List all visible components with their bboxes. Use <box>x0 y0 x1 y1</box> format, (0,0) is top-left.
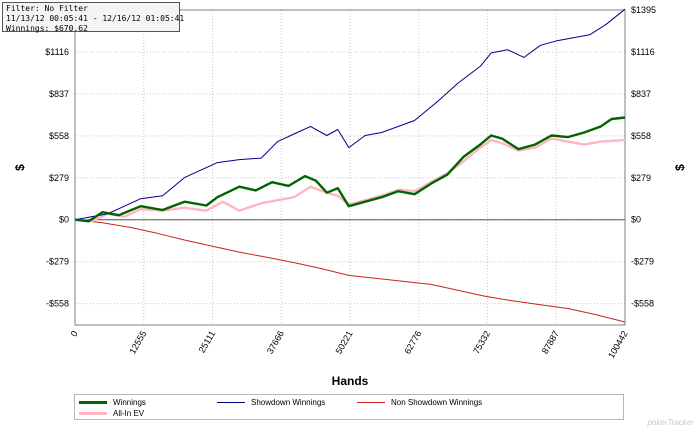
legend-item-showdown: Showdown Winnings <box>217 397 325 408</box>
legend-item-non-showdown: Non Showdown Winnings <box>357 397 482 408</box>
date-range-label: 11/13/12 00:05:41 - 12/16/12 01:05:41 <box>6 14 185 23</box>
x-tick-label: 75332 <box>471 329 492 356</box>
y-tick-label-right: -$279 <box>631 257 654 267</box>
legend-item-winnings: Winnings <box>79 397 146 408</box>
chart-legend: Winnings Showdown Winnings Non Showdown … <box>74 394 624 420</box>
legend-swatch-showdown <box>217 402 245 403</box>
legend-label-showdown: Showdown Winnings <box>251 398 326 407</box>
y-tick-label-right: $1395 <box>631 5 656 15</box>
legend-label-non-showdown: Non Showdown Winnings <box>391 398 483 407</box>
filter-label: Filter: No Filter <box>6 4 88 13</box>
x-tick-label: 100442 <box>606 329 630 360</box>
legend-label-allin-ev: All-In EV <box>113 409 145 418</box>
x-tick-label: 50221 <box>334 329 355 356</box>
filter-info-box: Filter: No Filter 11/13/12 00:05:41 - 12… <box>2 2 185 33</box>
watermark-logo: pokerTracker <box>647 418 694 427</box>
x-axis-title: Hands <box>332 374 369 388</box>
y-tick-label-left: -$279 <box>46 257 69 267</box>
y-tick-label-left: $837 <box>49 89 69 99</box>
plot-border <box>74 9 626 326</box>
y-tick-label-right: $558 <box>631 131 651 141</box>
x-tick-label: 12555 <box>127 329 148 356</box>
y-tick-label-right: $837 <box>631 89 651 99</box>
y-axis-title-left: $ <box>13 164 27 171</box>
legend-swatch-non-showdown <box>357 402 385 403</box>
series-line-showdown <box>74 8 626 221</box>
legend-swatch-allin-ev <box>79 412 107 415</box>
legend-item-allin-ev: All-In EV <box>79 408 144 419</box>
y-tick-label-left: $1116 <box>45 47 69 57</box>
plot-area <box>75 10 625 325</box>
legend-swatch-winnings <box>79 401 107 404</box>
y-tick-label-left: $0 <box>59 215 69 225</box>
y-axis-title-right: $ <box>673 164 687 171</box>
series-line-winnings <box>74 116 626 223</box>
y-tick-label-right: -$558 <box>631 299 654 309</box>
winnings-summary-label: Winnings: $670.62 <box>6 24 88 33</box>
x-tick-label: 37666 <box>265 329 286 356</box>
y-tick-label-left: $279 <box>49 173 69 183</box>
y-tick-label-right: $0 <box>631 215 641 225</box>
y-tick-label-left: $558 <box>49 131 69 141</box>
y-tick-label-right: $1116 <box>631 47 655 57</box>
x-tick-label: 25111 <box>197 329 218 355</box>
x-tick-label: 87887 <box>540 329 561 356</box>
x-tick-label: 62776 <box>402 329 423 356</box>
x-tick-label: 0 <box>69 329 80 338</box>
y-tick-label-left: -$558 <box>46 299 69 309</box>
series-line-non-showdown <box>74 219 626 323</box>
series-line-allin-ev <box>74 137 626 223</box>
legend-label-winnings: Winnings <box>113 398 146 407</box>
y-tick-label-right: $279 <box>631 173 651 183</box>
